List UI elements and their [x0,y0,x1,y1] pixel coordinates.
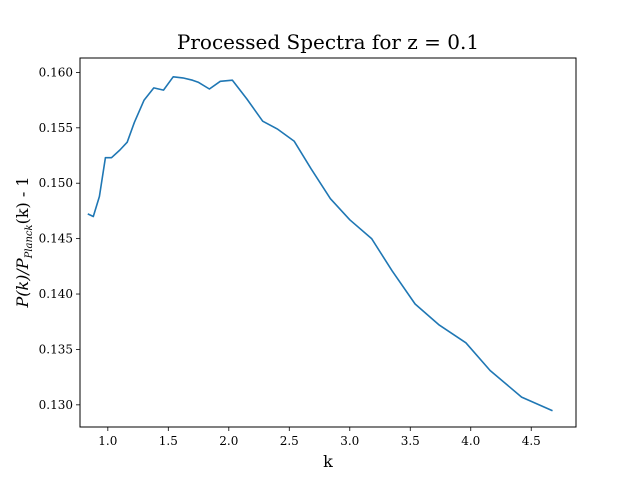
series-line [87,76,553,412]
y-axis-label-main: P(k)/P [13,258,32,308]
y-tick-label: 0.160 [39,65,73,79]
y-tick-label: 0.135 [39,342,73,356]
y-axis-label-tail: (k) - 1 [13,176,32,224]
y-tick-label: 0.155 [39,121,73,135]
x-tick-label: 1.0 [98,434,117,448]
x-tick-label: 3.5 [401,434,420,448]
y-axis-label-subscript: Planck [24,224,35,259]
chart-title: Processed Spectra for z = 0.1 [177,30,479,54]
x-tick-label: 2.0 [219,434,238,448]
x-axis-ticks: 1.0 1.5 2.0 2.5 3.0 3.5 4.0 4.5 [98,427,541,448]
x-axis-label: k [323,452,333,471]
x-tick-label: 2.5 [280,434,299,448]
y-tick-label: 0.130 [39,398,73,412]
y-axis-label: P(k)/PPlanck(k) - 1 [13,176,35,308]
y-tick-label: 0.150 [39,176,73,190]
plot-area [79,57,577,428]
x-tick-label: 3.0 [340,434,359,448]
x-tick-label: 4.5 [522,434,541,448]
x-tick-label: 4.0 [461,434,480,448]
y-tick-label: 0.145 [39,232,73,246]
x-tick-label: 1.5 [159,434,178,448]
y-axis-ticks: 0.130 0.135 0.140 0.145 0.150 0.155 0.160 [39,65,80,412]
y-tick-label: 0.140 [39,287,73,301]
plot-frame [79,57,577,428]
